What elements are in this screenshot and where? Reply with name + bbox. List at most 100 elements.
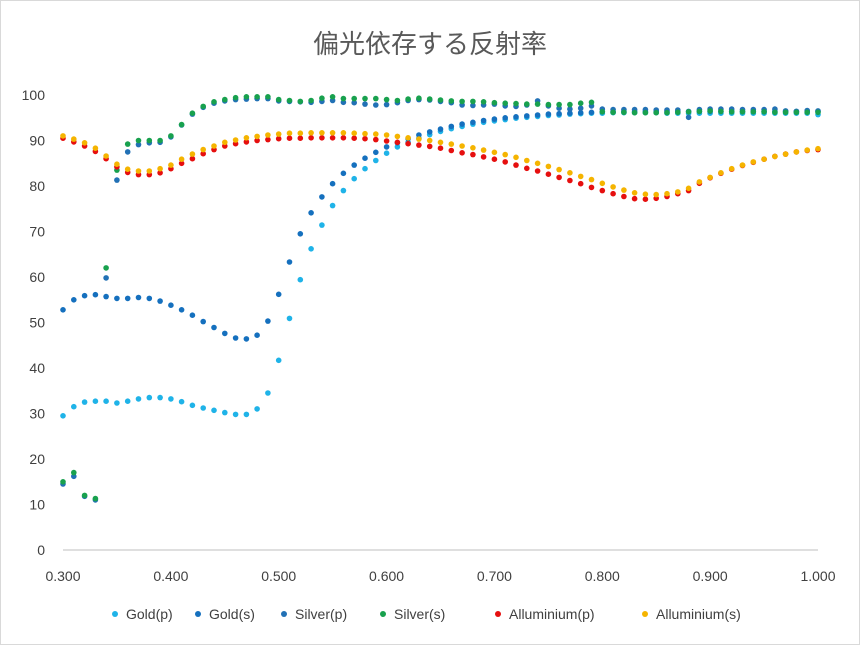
- y-tick-label: 40: [29, 360, 45, 376]
- data-point: [739, 162, 746, 168]
- data-point: [265, 390, 271, 396]
- data-point: [610, 184, 616, 190]
- data-point: [426, 137, 433, 144]
- data-point: [124, 166, 131, 172]
- data-point: [599, 187, 606, 194]
- y-axis-labels: 0 10 20 30 40 50 60 70 80 90 100: [22, 87, 46, 558]
- data-point: [491, 156, 498, 162]
- legend-marker: [642, 611, 648, 617]
- data-point: [448, 98, 455, 104]
- data-point: [793, 109, 800, 116]
- data-point: [297, 135, 304, 141]
- series-5: [60, 130, 821, 198]
- data-point: [254, 94, 260, 100]
- y-tick-label: 30: [29, 406, 45, 422]
- legend-item: Silver(s): [380, 606, 445, 622]
- data-point: [146, 394, 153, 401]
- data-point: [92, 145, 99, 151]
- data-point: [373, 149, 379, 156]
- data-point: [340, 130, 347, 136]
- data-point: [329, 130, 336, 136]
- x-tick-label: 0.500: [261, 568, 296, 584]
- data-point: [351, 130, 358, 136]
- data-point: [340, 135, 347, 141]
- data-point: [739, 109, 746, 115]
- data-point: [200, 103, 206, 110]
- data-point: [200, 318, 206, 325]
- data-point: [448, 123, 455, 130]
- data-point: [567, 170, 573, 176]
- data-point: [631, 190, 638, 196]
- legend-marker: [495, 611, 501, 617]
- data-point: [728, 109, 735, 115]
- data-point: [405, 135, 411, 141]
- data-point: [416, 142, 422, 148]
- data-point: [146, 137, 153, 144]
- plot-points: [60, 94, 821, 503]
- data-point: [329, 94, 336, 100]
- data-point: [750, 159, 757, 165]
- data-point: [275, 357, 282, 364]
- data-point: [567, 106, 573, 112]
- data-point: [168, 133, 174, 139]
- data-point: [157, 394, 163, 401]
- data-point: [577, 180, 584, 187]
- legend-label: Gold(p): [126, 606, 173, 622]
- data-point: [524, 157, 530, 164]
- data-point: [480, 154, 487, 160]
- y-tick-label: 10: [29, 497, 45, 513]
- data-point: [286, 135, 293, 141]
- data-point: [81, 140, 88, 146]
- data-point: [362, 101, 368, 107]
- data-point: [81, 292, 88, 299]
- data-point: [383, 138, 390, 144]
- series-2: [60, 95, 821, 503]
- data-point: [437, 145, 444, 151]
- data-point: [534, 168, 541, 174]
- data-point: [275, 291, 282, 298]
- data-point: [491, 149, 498, 156]
- data-point: [340, 95, 347, 102]
- data-point: [373, 157, 379, 164]
- data-point: [373, 136, 379, 143]
- data-point: [685, 185, 692, 192]
- data-point: [329, 135, 336, 141]
- data-point: [394, 133, 401, 140]
- data-point: [480, 117, 487, 124]
- data-point: [782, 151, 789, 157]
- data-point: [470, 151, 476, 158]
- data-point: [329, 180, 336, 187]
- data-point: [243, 94, 250, 100]
- data-point: [545, 171, 552, 177]
- x-tick-label: 0.400: [153, 568, 188, 584]
- data-point: [189, 155, 196, 162]
- data-point: [383, 150, 390, 156]
- data-point: [178, 156, 185, 162]
- data-point: [157, 137, 163, 144]
- data-point: [211, 407, 217, 414]
- data-point: [621, 193, 627, 200]
- data-point: [448, 141, 455, 147]
- y-tick-label: 100: [22, 87, 46, 103]
- data-point: [426, 143, 433, 150]
- data-point: [707, 174, 713, 181]
- data-point: [383, 132, 390, 138]
- data-point: [222, 139, 228, 146]
- data-point: [567, 101, 573, 108]
- data-point: [157, 165, 163, 172]
- legend-marker: [380, 611, 386, 617]
- data-point: [103, 275, 109, 281]
- y-tick-label: 90: [29, 133, 45, 149]
- data-point: [761, 156, 767, 162]
- data-point: [340, 187, 347, 194]
- data-point: [642, 109, 649, 116]
- data-point: [243, 135, 250, 141]
- data-point: [124, 141, 131, 147]
- data-point: [275, 96, 282, 103]
- legend-label: Alluminium(s): [656, 606, 741, 622]
- y-tick-label: 80: [29, 178, 45, 194]
- data-point: [383, 101, 390, 108]
- data-point: [394, 144, 401, 150]
- data-point: [556, 110, 562, 117]
- data-point: [556, 101, 562, 108]
